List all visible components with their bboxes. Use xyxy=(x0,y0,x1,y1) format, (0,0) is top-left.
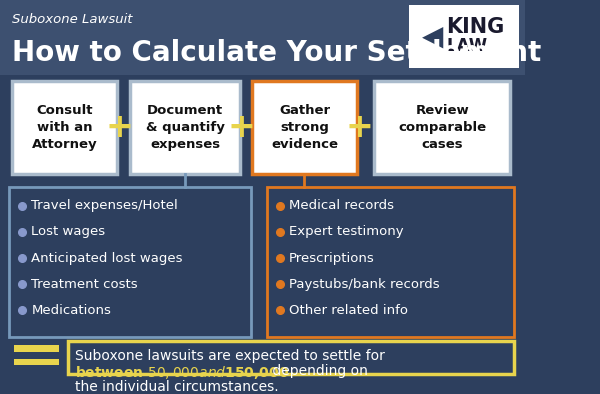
Text: Anticipated lost wages: Anticipated lost wages xyxy=(31,251,183,264)
Text: Other related info: Other related info xyxy=(289,304,407,317)
Text: Suboxone lawsuits are expected to settle for: Suboxone lawsuits are expected to settle… xyxy=(75,349,389,363)
Text: Prescriptions: Prescriptions xyxy=(289,251,374,264)
Text: Expert testimony: Expert testimony xyxy=(289,225,403,238)
Text: Medical records: Medical records xyxy=(289,199,394,212)
Text: Treatment costs: Treatment costs xyxy=(31,278,138,291)
FancyBboxPatch shape xyxy=(409,5,519,68)
Text: ◀: ◀ xyxy=(422,23,444,51)
FancyBboxPatch shape xyxy=(14,345,59,352)
FancyBboxPatch shape xyxy=(68,341,514,374)
Text: Lost wages: Lost wages xyxy=(31,225,106,238)
Text: the individual circumstances.: the individual circumstances. xyxy=(75,380,279,394)
FancyBboxPatch shape xyxy=(130,81,240,174)
Text: How to Calculate Your Settlement: How to Calculate Your Settlement xyxy=(12,39,541,67)
FancyBboxPatch shape xyxy=(14,359,59,365)
FancyBboxPatch shape xyxy=(0,0,525,75)
FancyBboxPatch shape xyxy=(252,81,357,174)
Text: between $50,000 and $150,000: between $50,000 and $150,000 xyxy=(75,364,289,381)
Text: Paystubs/bank records: Paystubs/bank records xyxy=(289,278,439,291)
Text: Suboxone Lawsuit: Suboxone Lawsuit xyxy=(12,13,133,26)
Text: +: + xyxy=(346,111,373,144)
FancyBboxPatch shape xyxy=(12,81,117,174)
Text: Review
comparable
cases: Review comparable cases xyxy=(398,104,486,151)
Text: Document
& quantify
expenses: Document & quantify expenses xyxy=(146,104,224,151)
Text: LAW: LAW xyxy=(446,37,487,56)
Text: Travel expenses/Hotel: Travel expenses/Hotel xyxy=(31,199,178,212)
Text: +: + xyxy=(227,111,256,144)
Text: depending on: depending on xyxy=(268,364,368,378)
Text: Gather
strong
evidence: Gather strong evidence xyxy=(271,104,338,151)
Text: Medications: Medications xyxy=(31,304,112,317)
FancyBboxPatch shape xyxy=(9,188,251,337)
Text: KING: KING xyxy=(446,17,505,37)
Text: +: + xyxy=(105,111,133,144)
Text: Consult
with an
Attorney: Consult with an Attorney xyxy=(32,104,98,151)
FancyBboxPatch shape xyxy=(374,81,510,174)
FancyBboxPatch shape xyxy=(267,188,514,337)
